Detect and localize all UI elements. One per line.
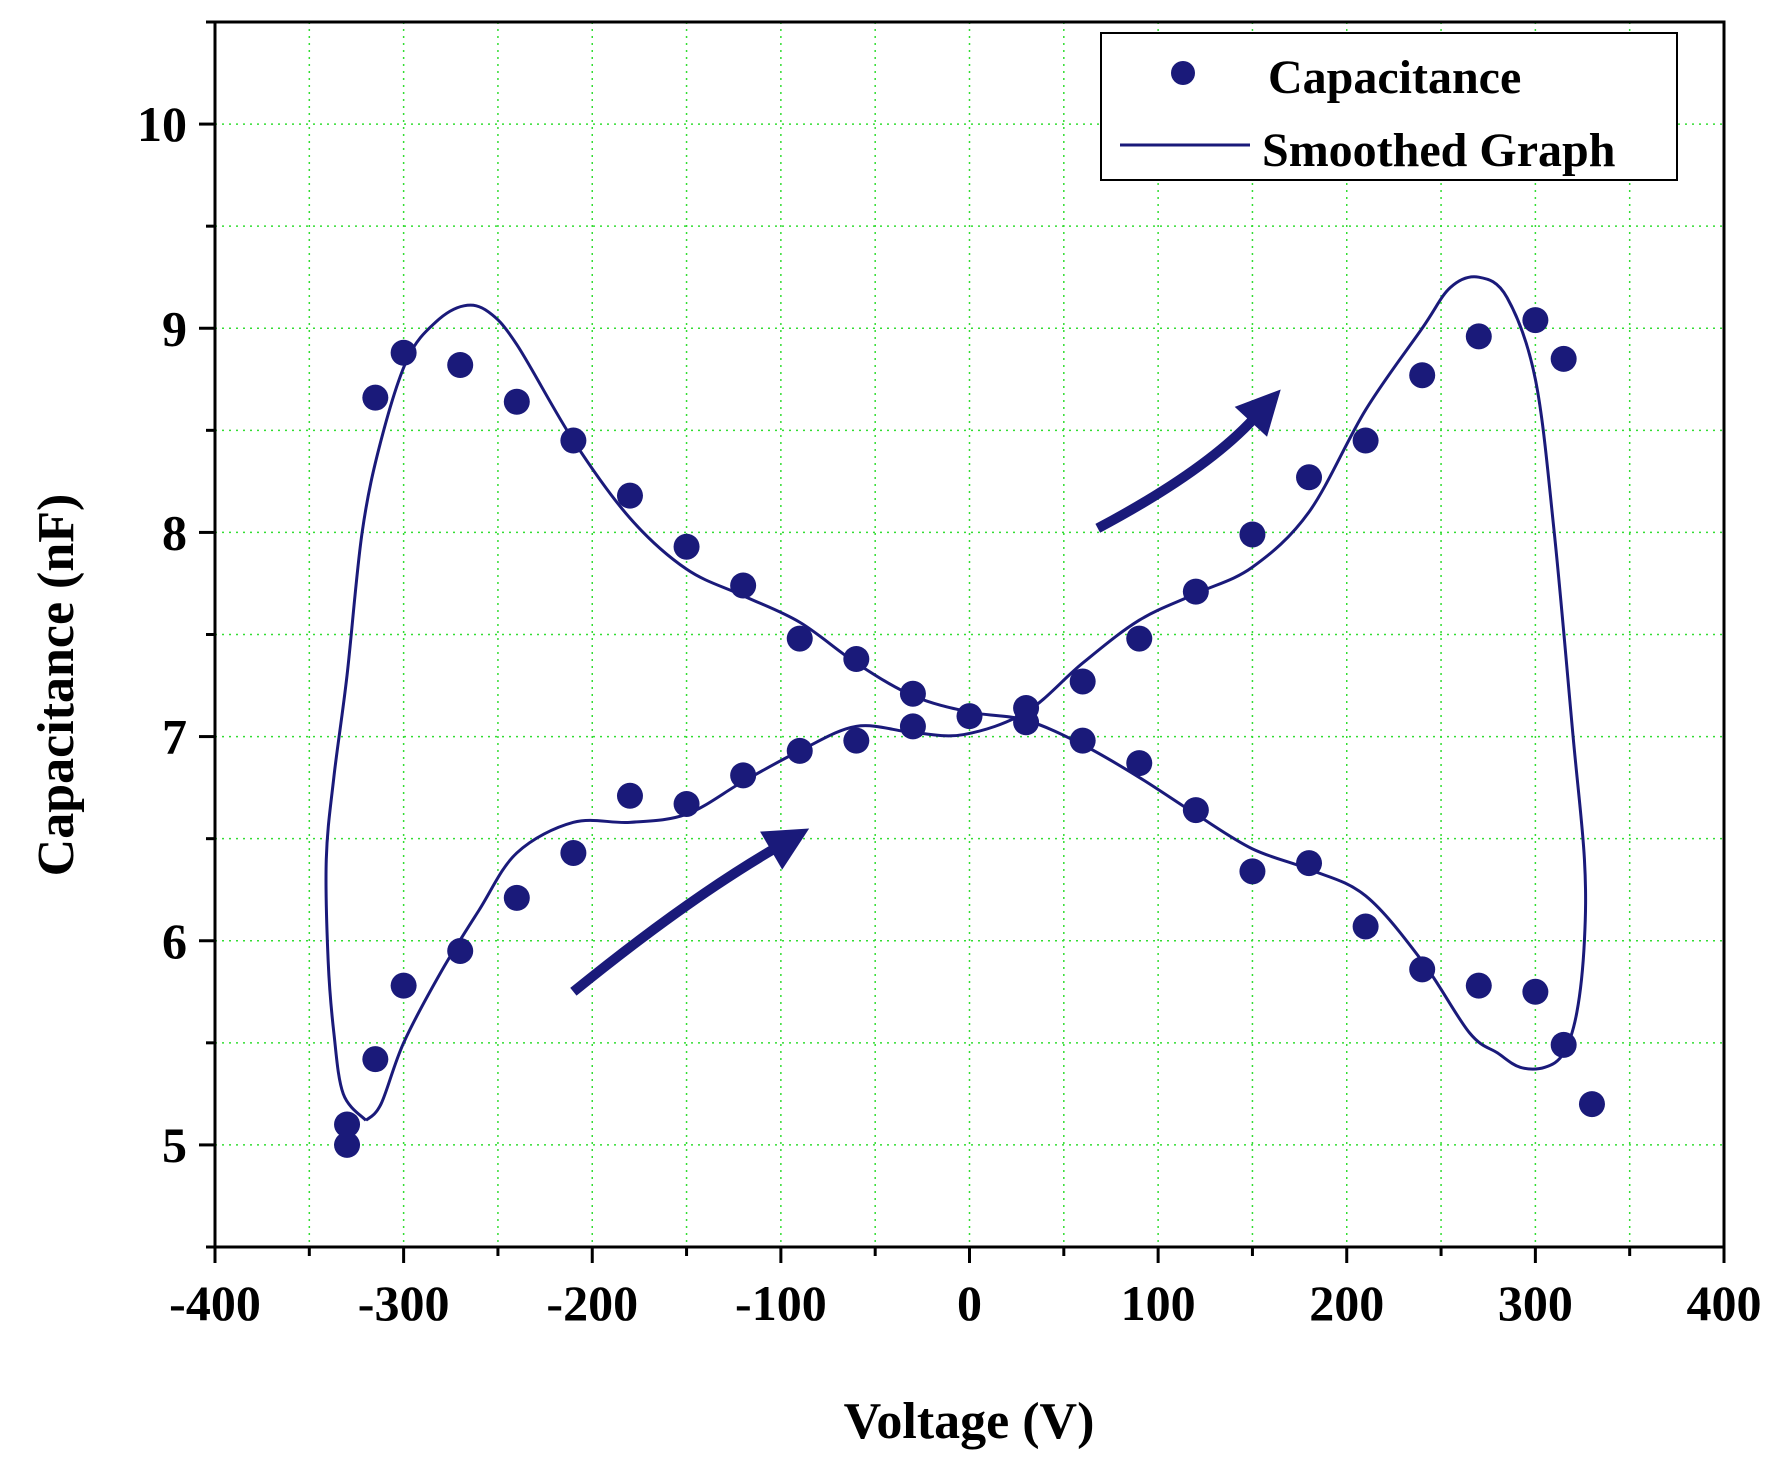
legend-label-smoothed: Smoothed Graph bbox=[1262, 124, 1615, 177]
x-axis-title: Voltage (V) bbox=[844, 1393, 1095, 1450]
arrow-shaft bbox=[1095, 415, 1258, 533]
data-point bbox=[1126, 625, 1153, 652]
y-tick-label: 5 bbox=[162, 1117, 187, 1173]
data-point bbox=[1352, 913, 1379, 940]
data-point bbox=[560, 427, 587, 454]
data-point bbox=[730, 762, 757, 789]
data-point bbox=[560, 839, 587, 866]
data-point bbox=[447, 352, 474, 378]
data-point bbox=[899, 713, 926, 740]
grid bbox=[215, 22, 1724, 1247]
x-tick-label: -100 bbox=[735, 1275, 827, 1331]
data-point bbox=[1465, 323, 1492, 350]
data-point bbox=[673, 533, 700, 560]
data-point bbox=[1126, 750, 1153, 777]
smoothed-graph-line bbox=[324, 275, 1588, 1122]
data-point bbox=[390, 972, 417, 999]
data-point bbox=[1522, 307, 1549, 334]
data-point bbox=[1550, 1031, 1577, 1058]
data-point bbox=[1069, 668, 1096, 695]
x-tick-label: -400 bbox=[169, 1275, 261, 1331]
data-point bbox=[1069, 727, 1096, 754]
x-tick-label: 100 bbox=[1121, 1275, 1196, 1331]
data-point bbox=[447, 937, 474, 964]
x-tick-label: 300 bbox=[1498, 1275, 1573, 1331]
data-point bbox=[730, 572, 757, 599]
y-tick-label: 7 bbox=[162, 709, 187, 765]
data-point bbox=[334, 1111, 361, 1138]
data-point bbox=[1182, 578, 1209, 605]
x-tick-label: -200 bbox=[546, 1275, 638, 1331]
capacitance-series bbox=[334, 307, 1605, 1158]
arrow-head bbox=[760, 828, 810, 870]
legend: Capacitance Smoothed Graph bbox=[1100, 32, 1678, 181]
x-tick-label: 200 bbox=[1309, 1275, 1384, 1331]
y-tick-label: 10 bbox=[137, 96, 187, 152]
data-point bbox=[1182, 797, 1209, 824]
data-point bbox=[956, 703, 983, 730]
arrow-head bbox=[1234, 389, 1281, 437]
y-axis-title: Capacitance (nF) bbox=[28, 494, 85, 877]
y-tick-label: 6 bbox=[162, 913, 187, 969]
data-point bbox=[786, 625, 813, 652]
data-point bbox=[786, 737, 813, 764]
data-point bbox=[1239, 521, 1266, 548]
data-point bbox=[1550, 345, 1577, 372]
data-point bbox=[1296, 850, 1323, 877]
arrow-shaft bbox=[570, 844, 778, 996]
data-point bbox=[843, 727, 870, 754]
data-point bbox=[673, 790, 700, 817]
data-point bbox=[1239, 858, 1266, 885]
data-point bbox=[362, 1046, 389, 1073]
data-point bbox=[616, 782, 643, 809]
data-point bbox=[1409, 956, 1436, 983]
data-point bbox=[1465, 972, 1492, 999]
data-point bbox=[503, 884, 530, 911]
smoothed-graph-series bbox=[324, 275, 1588, 1122]
axes: -400 -300 -200 -100 0 100 200 300 400 5 6 7 8 9 10 bbox=[137, 20, 1762, 1331]
data-point bbox=[1578, 1091, 1605, 1118]
data-point bbox=[616, 482, 643, 509]
x-tick-label: 0 bbox=[957, 1275, 982, 1331]
data-point bbox=[1352, 427, 1379, 454]
legend-marker-capacitance bbox=[1171, 61, 1195, 85]
data-point bbox=[843, 646, 870, 672]
legend-label-capacitance: Capacitance bbox=[1268, 51, 1521, 104]
data-point bbox=[503, 388, 530, 415]
data-point bbox=[390, 339, 417, 366]
data-point bbox=[1013, 695, 1040, 721]
annotations bbox=[570, 389, 1281, 996]
data-point bbox=[334, 1131, 361, 1158]
y-tick-label: 9 bbox=[162, 300, 187, 356]
x-tick-label: 400 bbox=[1687, 1275, 1762, 1331]
data-point bbox=[1409, 362, 1436, 389]
data-point bbox=[1522, 978, 1549, 1005]
y-tick-label: 8 bbox=[162, 504, 187, 560]
x-tick-label: -300 bbox=[358, 1275, 450, 1331]
legend-box bbox=[1100, 32, 1678, 181]
data-point bbox=[1296, 464, 1323, 491]
data-point bbox=[899, 680, 926, 707]
data-point bbox=[362, 384, 389, 411]
